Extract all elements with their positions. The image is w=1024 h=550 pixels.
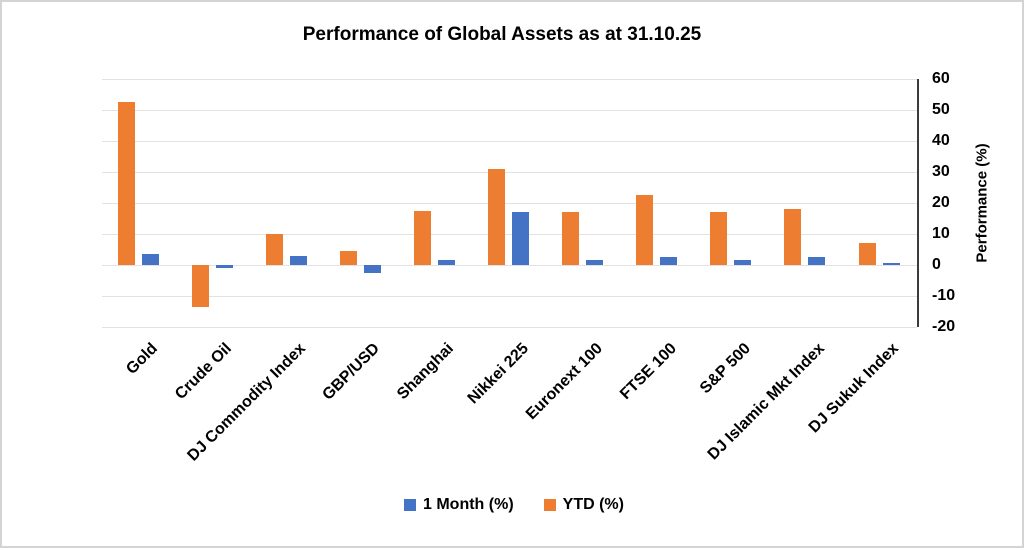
bar-ytd-gbp-usd xyxy=(339,251,357,265)
bar-ytd-dj-sukuk-index xyxy=(858,243,876,265)
gridline-20 xyxy=(102,203,917,204)
bar-one_month-gold xyxy=(141,254,159,265)
legend-label-ytd: YTD (%) xyxy=(562,496,624,513)
bar-one_month-gbp-usd xyxy=(363,265,381,273)
legend-label-1month: 1 Month (%) xyxy=(423,496,514,513)
gridline-60 xyxy=(102,79,917,80)
bar-one_month-dj-sukuk-index xyxy=(882,263,900,265)
y-tick-label--10: -10 xyxy=(932,287,956,304)
bar-one_month-crude-oil xyxy=(215,265,233,269)
y-tick-label-60: 60 xyxy=(932,70,950,87)
y-tick-label-0: 0 xyxy=(932,256,941,273)
y-tick-label-30: 30 xyxy=(932,163,950,180)
bar-one_month-dj-commodity-index xyxy=(289,255,307,265)
gridline-0 xyxy=(102,265,917,266)
gridline--20 xyxy=(102,327,917,328)
y-tick-label-40: 40 xyxy=(932,132,950,149)
y-axis-line xyxy=(917,79,919,327)
bar-ytd-shanghai xyxy=(413,210,431,266)
gridline-40 xyxy=(102,141,917,142)
legend-swatch-1month-icon xyxy=(404,499,416,511)
bar-one_month-s-p-500 xyxy=(734,260,752,265)
legend: 1 Month (%) YTD (%) xyxy=(2,496,1024,514)
bar-one_month-dj-islamic-mkt-index xyxy=(808,257,826,266)
bar-one_month-ftse-100 xyxy=(660,257,678,266)
bar-one_month-euronext-100 xyxy=(586,260,604,265)
bar-ytd-ftse-100 xyxy=(636,195,654,266)
bar-ytd-s-p-500 xyxy=(710,212,728,265)
y-axis-title: Performance (%) xyxy=(973,143,991,263)
y-tick-label--20: -20 xyxy=(932,318,956,335)
bar-ytd-nikkei-225 xyxy=(488,168,505,265)
legend-item-ytd: YTD (%) xyxy=(543,496,624,514)
bar-ytd-crude-oil xyxy=(191,265,209,307)
legend-swatch-ytd-icon xyxy=(543,499,556,511)
gridline-50 xyxy=(102,110,917,111)
chart-title: Performance of Global Assets as at 31.10… xyxy=(302,24,702,45)
bar-ytd-euronext-100 xyxy=(562,212,580,265)
y-tick-label-10: 10 xyxy=(932,225,950,242)
bar-ytd-gold xyxy=(117,102,135,266)
gridline--10 xyxy=(102,296,917,297)
bar-ytd-dj-islamic-mkt-index xyxy=(784,209,802,265)
bar-one_month-shanghai xyxy=(437,260,455,265)
gridline-10 xyxy=(102,234,917,235)
bar-one_month-nikkei-225 xyxy=(512,212,529,265)
legend-item-1month: 1 Month (%) xyxy=(404,496,514,514)
y-tick-label-20: 20 xyxy=(932,194,950,211)
gridline-30 xyxy=(102,172,917,173)
bar-ytd-dj-commodity-index xyxy=(265,234,283,265)
y-tick-label-50: 50 xyxy=(932,101,950,118)
